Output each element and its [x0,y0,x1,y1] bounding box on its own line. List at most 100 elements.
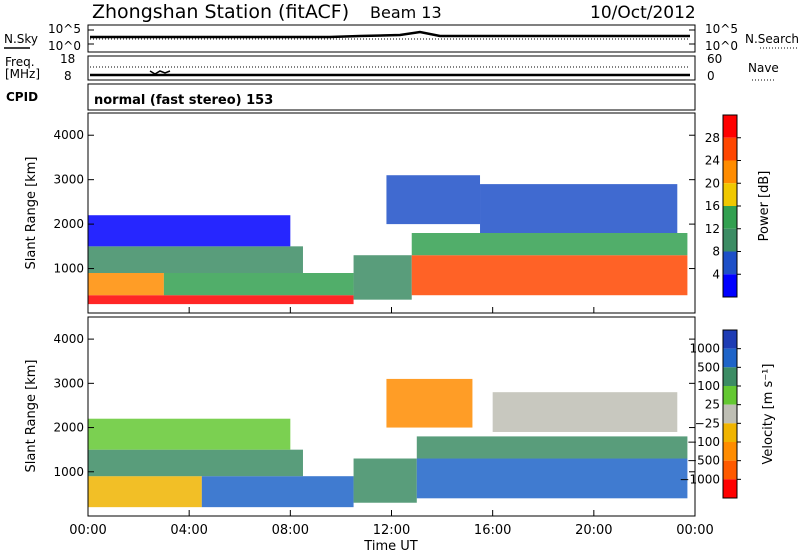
velocity-colorbar-frame [722,329,738,499]
power-ytick-label-4000: 4000 [53,128,84,142]
power-colorbar-seg-4 [723,206,737,229]
power-colorbar-label-0: 4 [712,267,720,281]
velocity-colorbar-seg-2 [723,367,737,386]
noise-left-tick-top: 10^5 [48,22,81,36]
time-axis-label: Time UT [363,539,417,554]
velocity-colorbar-label-3: 25 [705,398,720,412]
freq-left-tick-top: 18 [60,52,75,66]
power-colorbar-label-2: 12 [705,222,720,236]
power-band-4 [353,255,412,300]
velocity-colorbar-seg-0 [723,330,737,349]
noise-panel: 10^5 10^0 10^5 10^0 N.Sky N.Search [4,22,799,53]
velocity-band-1 [201,476,354,508]
velocity-colorbar: 1000 500 100 25 −25 −100 −500 −1000 [679,329,741,499]
velocity-heatmap [88,378,688,508]
velocity-band-4 [416,458,688,499]
velocity-ylabel: Slant Range [km] [24,360,39,473]
velocity-band-7 [492,392,678,432]
x-tick-label-0: 00:00 [69,523,106,538]
power-colorbar: 4 8 12 16 20 24 28 [705,114,741,298]
velocity-ytick-label-1000: 1000 [53,465,84,479]
power-heatmap [88,175,688,305]
velocity-ytick-label-2000: 2000 [53,421,84,435]
velocity-ytick-label-3000: 3000 [53,376,84,390]
beam-label: Beam 13 [370,3,442,22]
noise-sky-label: N.Sky [4,32,38,46]
nave-label: Nave [748,61,779,75]
noise-sky-line [90,30,690,39]
nave-right-tick-top: 60 [707,52,722,66]
power-band-8 [480,184,678,233]
velocity-band-8 [88,418,291,450]
x-tick-label-3: 12:00 [373,523,410,538]
velocity-colorbar-label-7: −1000 [679,472,720,486]
power-x-ticks [87,307,696,313]
x-tick-label-1: 04:00 [170,523,207,538]
noise-right-tick-top: 10^5 [705,22,738,36]
power-ylabel: Slant Range [km] [24,157,39,270]
velocity-colorbar-label-2: 100 [697,379,720,393]
velocity-ytick-label-4000: 4000 [53,332,84,346]
velocity-colorbar-label: Velocity [m s⁻¹] [761,364,776,465]
power-band-6 [411,233,688,256]
power-colorbar-seg-1 [723,137,737,161]
power-band-9 [88,215,291,247]
velocity-panel: 1000 2000 3000 4000 00:00 04:00 08:00 12:00 16:… [24,316,776,554]
power-ytick-label-2000: 2000 [53,217,84,231]
power-band-5 [411,255,688,296]
cpid-text: normal (fast stereo) 153 [94,93,273,108]
velocity-band-3 [353,458,417,503]
x-tick-label-5: 20:00 [575,523,612,538]
power-colorbar-seg-3 [723,183,737,206]
velocity-x-axis: 00:00 04:00 08:00 12:00 16:00 20:00 00:00 [69,510,714,538]
velocity-colorbar-label-5: −100 [687,435,720,449]
velocity-y-axis: 1000 2000 3000 4000 [53,332,695,479]
cpid-label: CPID [6,90,38,104]
velocity-colorbar-seg-7 [723,460,737,480]
velocity-colorbar-label-0: 1000 [689,342,720,356]
x-tick-label-2: 08:00 [272,523,309,538]
power-colorbar-label: Power [dB] [757,171,772,242]
velocity-colorbar-label-4: −25 [695,416,720,430]
power-colorbar-seg-7 [723,274,737,297]
power-colorbar-label-4: 20 [705,176,720,190]
velocity-colorbar-seg-6 [723,442,737,461]
date-label: 10/Oct/2012 [590,3,696,23]
power-colorbar-label-1: 8 [712,245,720,259]
power-colorbar-label-3: 16 [705,199,720,213]
cpid-panel: CPID normal (fast stereo) 153 [6,83,696,111]
noise-search-label: N.Search [745,32,799,46]
power-colorbar-seg-2 [723,160,737,184]
velocity-band-2 [88,449,303,477]
velocity-colorbar-label-1: 500 [697,360,720,374]
velocity-colorbar-seg-8 [723,479,737,498]
velocity-colorbar-seg-5 [723,423,737,442]
freq-label-2: [MHz] [5,67,40,81]
velocity-band-0 [88,476,202,508]
freq-label-1: Freq. [5,55,35,69]
velocity-colorbar-seg-3 [723,386,737,405]
power-band-0 [88,295,354,305]
power-band-3 [88,246,303,273]
power-colorbar-seg-0 [723,115,737,138]
frequency-panel: 18 8 60 0 Freq. [MHz] Nave [5,52,779,83]
power-band-1 [88,273,164,296]
power-colorbar-label-6: 28 [705,131,720,145]
power-ytick-label-3000: 3000 [53,173,84,187]
power-colorbar-seg-5 [723,228,737,252]
power-colorbar-label-5: 24 [705,154,720,168]
station-title: Zhongshan Station (fitACF) [92,1,349,23]
power-band-7 [386,175,481,225]
noise-right-tick-bottom: 10^0 [705,39,738,53]
x-tick-label-4: 16:00 [474,523,511,538]
power-band-2 [163,273,354,296]
nave-right-tick-bottom: 0 [707,69,715,83]
noise-left-tick-bottom: 10^0 [48,39,81,53]
power-ytick-label-1000: 1000 [53,262,84,276]
velocity-colorbar-seg-1 [723,348,737,368]
x-tick-label-6: 00:00 [676,523,713,538]
power-y-axis: 1000 2000 3000 4000 [53,128,695,276]
velocity-colorbar-seg-4 [723,404,737,424]
velocity-colorbar-label-6: −500 [687,454,720,468]
